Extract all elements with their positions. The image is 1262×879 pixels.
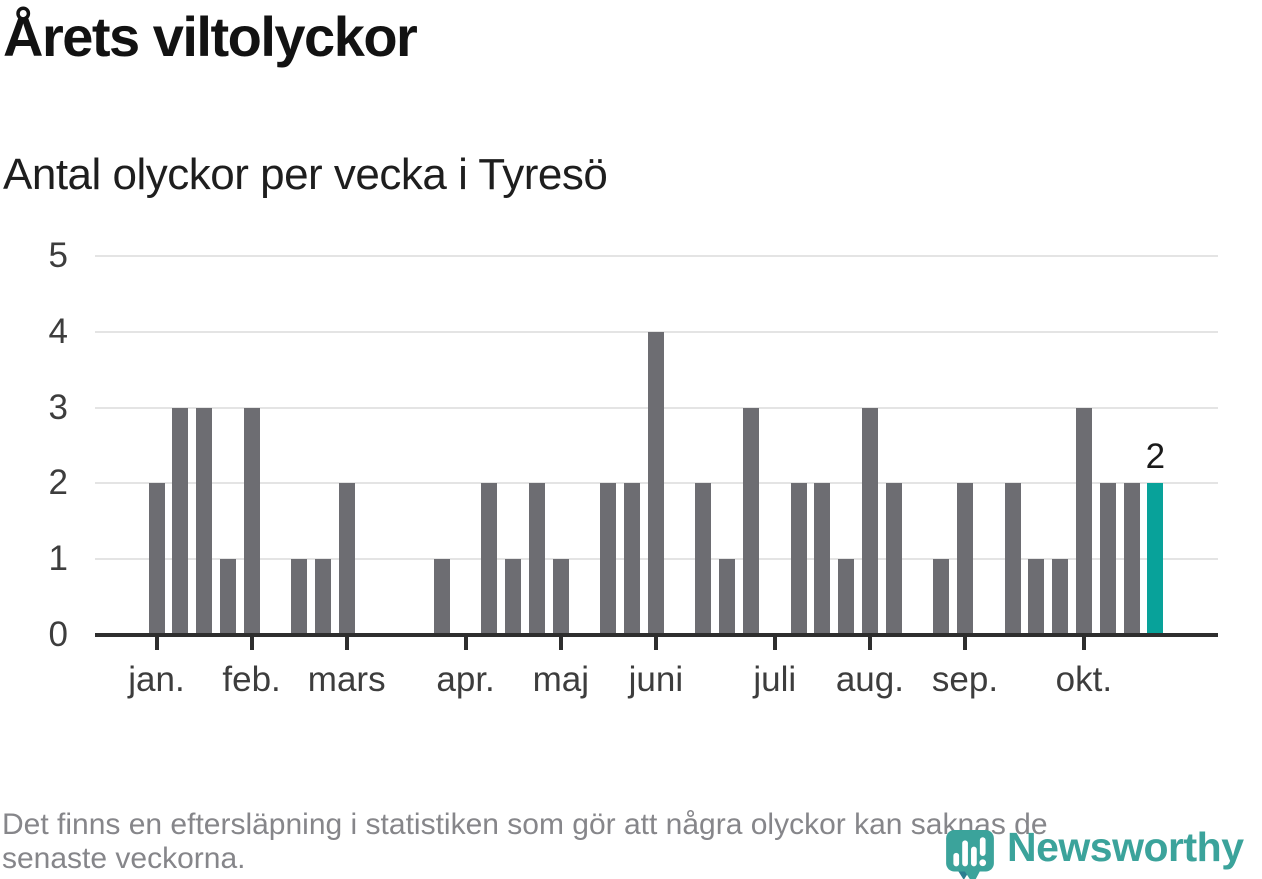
- highlight-bar-value-label: 2: [1145, 437, 1166, 476]
- x-axis-tick-juli: [772, 637, 777, 650]
- x-axis-label-apr: apr.: [436, 660, 495, 699]
- newsworthy-logo-text: Newsworthy: [1007, 824, 1244, 870]
- x-axis-tick-juni: [653, 637, 658, 650]
- bar-week-30: [838, 559, 855, 635]
- bar-week-25: [719, 559, 736, 635]
- bar-week-21: [624, 483, 641, 635]
- footnote-line-2: senaste veckorna.: [2, 842, 246, 875]
- x-axis-label-mars: mars: [307, 660, 386, 699]
- bar-week-5: [243, 407, 260, 635]
- bar-week-40: [1075, 407, 1092, 635]
- bar-week-22: [647, 331, 664, 635]
- newsworthy-bubble-chart-icon: [946, 830, 994, 879]
- footnote: Det finns en eftersläpning i statistiken…: [2, 808, 1048, 876]
- x-axis-tick-okt: [1081, 637, 1086, 650]
- bar-week-18: [552, 559, 569, 635]
- bar-week-41: [1099, 483, 1116, 635]
- bar-week-16: [505, 559, 522, 635]
- x-axis-label-okt: okt.: [1055, 660, 1113, 699]
- x-axis-label-aug: aug.: [835, 660, 904, 699]
- x-axis-label-sep: sep.: [931, 660, 999, 699]
- newsworthy-logo: Newsworthy: [944, 824, 1244, 879]
- x-axis-tick-feb: [249, 637, 254, 650]
- bar-week-17: [529, 483, 545, 635]
- bar-week-39: [1052, 559, 1069, 635]
- x-axis-tick-jan: [154, 637, 159, 650]
- x-axis-label-jan: jan.: [128, 660, 185, 699]
- bar-week-2: [172, 407, 189, 635]
- x-axis-line: [95, 633, 1218, 637]
- bar-week-20: [600, 483, 617, 635]
- bar-week-1: [148, 483, 165, 635]
- chart-subtitle: Antal olyckor per vecka i Tyresö: [3, 150, 608, 199]
- bar-week-43-highlighted: [1147, 483, 1164, 635]
- x-axis-tick-apr: [463, 637, 468, 650]
- x-axis-tick-mars: [344, 637, 349, 650]
- bar-week-4: [219, 559, 236, 635]
- x-axis-tick-maj: [558, 637, 563, 650]
- x-axis-label-juli: juli: [753, 660, 797, 699]
- bar-week-31: [861, 407, 878, 635]
- bar-week-28: [790, 483, 807, 635]
- bar-week-13: [433, 559, 450, 635]
- x-axis-tick-aug: [867, 637, 872, 650]
- page-title: Årets viltolyckor: [3, 5, 418, 68]
- bar-week-38: [1028, 559, 1045, 635]
- x-axis-label-feb: feb.: [222, 660, 281, 699]
- bar-week-24: [695, 483, 712, 635]
- y-axis-label-1: 1: [48, 539, 68, 579]
- gridline-y-5: [95, 255, 1218, 257]
- footnote-line-1: Det finns en eftersläpning i statistiken…: [2, 808, 1048, 841]
- y-axis-label-4: 4: [48, 311, 68, 351]
- bar-week-8: [315, 559, 331, 635]
- bar-week-3: [196, 407, 213, 635]
- y-axis-label-5: 5: [48, 236, 68, 275]
- y-axis-label-0: 0: [48, 615, 68, 654]
- bar-week-9: [338, 483, 355, 635]
- bar-week-37: [1004, 483, 1021, 635]
- x-axis-label-maj: maj: [532, 660, 589, 699]
- bar-week-35: [957, 483, 973, 635]
- bar-week-42: [1123, 483, 1140, 635]
- bar-week-32: [885, 483, 902, 635]
- bar-week-15: [481, 483, 498, 635]
- x-axis-tick-sep: [963, 637, 967, 650]
- bar-week-34: [933, 559, 950, 635]
- y-axis-label-2: 2: [48, 463, 68, 503]
- bar-week-26: [743, 407, 759, 635]
- y-axis-label-3: 3: [48, 387, 68, 427]
- x-axis-label-juni: juni: [628, 660, 684, 699]
- bar-week-7: [291, 559, 308, 635]
- bar-week-29: [814, 483, 831, 635]
